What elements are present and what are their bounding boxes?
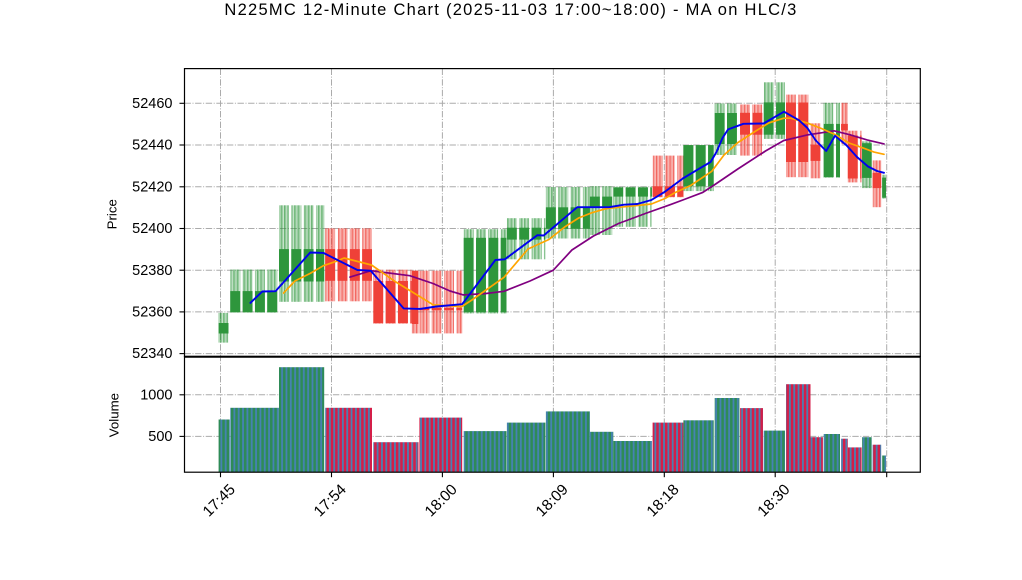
svg-text:Price: Price: [105, 199, 120, 229]
svg-text:52340: 52340: [132, 346, 172, 362]
svg-text:52440: 52440: [132, 138, 172, 154]
svg-text:500: 500: [148, 429, 172, 445]
svg-text:N225MC 12-Minute Chart (2025-1: N225MC 12-Minute Chart (2025-11-03 17:00…: [224, 1, 797, 19]
svg-text:Volume: Volume: [107, 393, 122, 437]
svg-text:52460: 52460: [132, 96, 172, 112]
svg-text:1000: 1000: [140, 387, 172, 403]
svg-text:52400: 52400: [132, 221, 172, 237]
svg-text:52380: 52380: [132, 263, 172, 279]
svg-text:52360: 52360: [132, 305, 172, 321]
svg-text:52420: 52420: [132, 179, 172, 195]
